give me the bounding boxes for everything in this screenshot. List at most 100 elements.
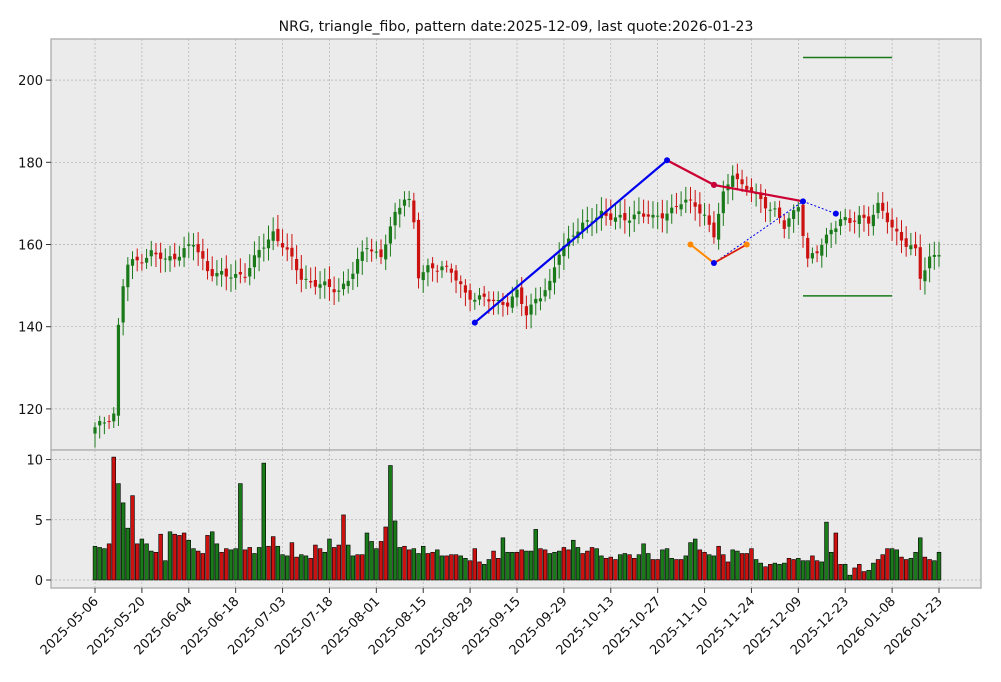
volume-bar bbox=[646, 553, 651, 581]
volume-bar bbox=[514, 551, 520, 581]
candle-body bbox=[627, 220, 632, 223]
volume-layer bbox=[92, 456, 942, 581]
candle-body bbox=[173, 253, 177, 260]
volume-bar bbox=[707, 554, 712, 581]
volume-bar bbox=[270, 536, 276, 581]
candle-body bbox=[416, 219, 421, 279]
candle-body bbox=[280, 243, 285, 248]
volume-bar bbox=[735, 550, 740, 581]
volume-bar bbox=[477, 561, 482, 581]
volume-bar bbox=[472, 548, 477, 581]
volume-bar bbox=[97, 547, 102, 581]
volume-bar bbox=[519, 549, 524, 581]
candle-body bbox=[262, 247, 266, 249]
candle-body bbox=[168, 256, 172, 261]
candle-body bbox=[829, 229, 833, 235]
volume-bar bbox=[210, 531, 215, 581]
candle-body bbox=[815, 251, 819, 254]
candle-body bbox=[299, 268, 303, 280]
volume-bar bbox=[191, 548, 196, 581]
candle-body bbox=[867, 216, 871, 224]
candle-body bbox=[370, 249, 374, 252]
volume-bar bbox=[627, 554, 632, 581]
volume-bar bbox=[167, 531, 173, 581]
candle-body bbox=[651, 214, 655, 218]
volume-bar bbox=[242, 549, 248, 581]
candle-body bbox=[130, 259, 135, 266]
candle-body bbox=[107, 421, 111, 423]
candle-body bbox=[126, 264, 130, 288]
volume-bar bbox=[233, 548, 238, 581]
volume-bar bbox=[814, 560, 820, 581]
candle-body bbox=[810, 253, 814, 259]
volume-bar bbox=[847, 574, 853, 581]
volume-bar bbox=[763, 566, 768, 581]
candle-body bbox=[295, 258, 299, 271]
volume-bar bbox=[406, 549, 412, 581]
volume-bar bbox=[660, 549, 665, 581]
volume-bar bbox=[139, 538, 145, 581]
candle-body bbox=[304, 278, 308, 280]
volume-bar bbox=[613, 559, 618, 581]
volume-bar bbox=[739, 553, 745, 581]
candle-body bbox=[824, 234, 829, 244]
candle-body bbox=[182, 248, 186, 258]
candle-body bbox=[862, 214, 866, 218]
volume-bar bbox=[622, 553, 628, 581]
candle-body bbox=[477, 295, 482, 300]
candle-body bbox=[562, 245, 566, 257]
candle-body bbox=[351, 273, 355, 280]
volume-bar bbox=[594, 548, 599, 581]
candle-body bbox=[102, 422, 106, 424]
candle-body bbox=[698, 204, 702, 214]
volume-bar bbox=[880, 554, 885, 581]
volume-bar bbox=[125, 527, 131, 581]
volume-bar bbox=[228, 549, 234, 581]
pattern-vertex bbox=[800, 198, 807, 205]
volume-bar bbox=[453, 554, 459, 581]
volume-bar bbox=[392, 520, 398, 581]
volume-bar bbox=[158, 533, 163, 581]
volume-bar bbox=[603, 558, 609, 581]
candle-body bbox=[449, 268, 453, 273]
pattern-layer bbox=[471, 56, 893, 326]
candle-body bbox=[365, 248, 369, 250]
volume-bar bbox=[702, 551, 707, 581]
candle-body bbox=[613, 217, 618, 222]
volume-bar bbox=[120, 502, 126, 581]
volume-bar bbox=[861, 571, 867, 581]
volume-bar bbox=[608, 556, 613, 581]
candle-body bbox=[557, 254, 561, 265]
volume-bar bbox=[655, 559, 660, 581]
volume-bar bbox=[224, 548, 229, 581]
volume-bar bbox=[266, 545, 271, 581]
volume-bar bbox=[721, 554, 726, 581]
candle-body bbox=[229, 277, 233, 279]
candle-body bbox=[684, 199, 688, 203]
volume-bar bbox=[711, 555, 717, 581]
volume-bar bbox=[294, 556, 299, 581]
candle-body bbox=[309, 280, 313, 283]
candle-body bbox=[243, 276, 247, 278]
volume-bar bbox=[843, 564, 848, 581]
candle-body bbox=[121, 286, 125, 323]
candle-body bbox=[515, 289, 519, 298]
candle-body bbox=[327, 279, 332, 288]
candle-body bbox=[407, 198, 411, 201]
volume-bar bbox=[725, 561, 731, 581]
volume-bar bbox=[838, 564, 843, 581]
candle-body bbox=[290, 247, 294, 257]
candle-body bbox=[665, 213, 669, 221]
candle-body bbox=[196, 244, 200, 253]
candle-body bbox=[853, 220, 857, 222]
volume-bar bbox=[313, 544, 318, 581]
volume-bar bbox=[369, 541, 374, 581]
candle-body bbox=[534, 298, 538, 304]
candle-body bbox=[679, 204, 683, 210]
volume-bar bbox=[871, 562, 876, 581]
candle-body bbox=[177, 256, 181, 261]
candle-body bbox=[768, 209, 772, 211]
volume-bar bbox=[481, 564, 487, 581]
volume-bar bbox=[374, 548, 379, 581]
volume-bar bbox=[364, 532, 370, 581]
